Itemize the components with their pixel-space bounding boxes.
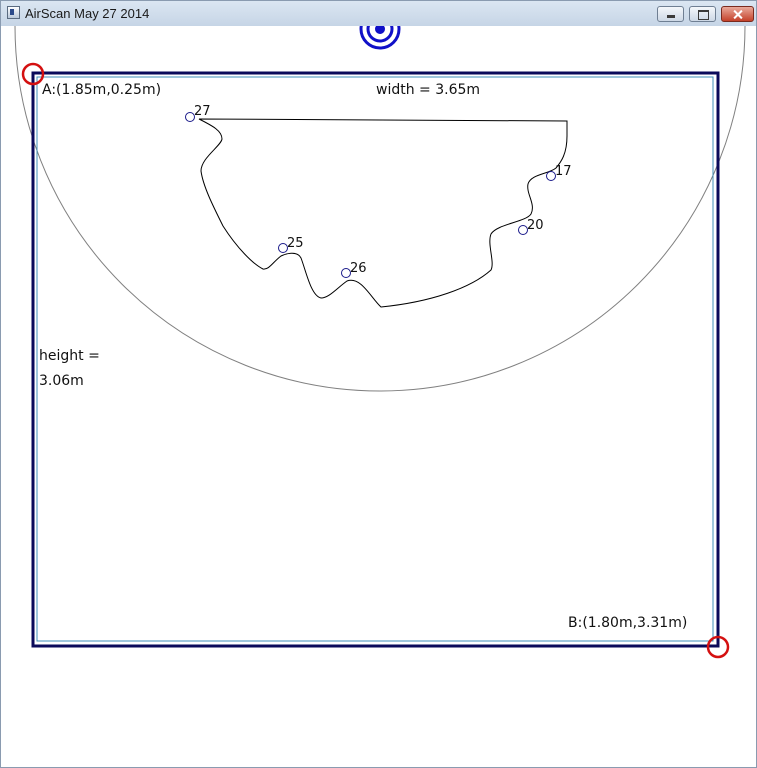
marker-17[interactable] [546,171,556,181]
width-label: width = 3.65m [376,82,481,98]
height-label-line2: 3.06m [39,373,84,389]
minimize-button[interactable] [657,6,684,22]
maximize-button[interactable] [689,6,716,22]
range-arc [14,26,746,392]
sensor-icon [359,26,401,50]
marker-label-26: 26 [350,261,367,276]
marker-26[interactable] [341,268,351,278]
window-title: AirScan May 27 2014 [25,6,150,21]
title-bar[interactable]: AirScan May 27 2014 [1,1,756,26]
app-icon [7,6,20,19]
inner-boundary [36,76,714,642]
corner-b-handle[interactable] [706,635,730,659]
close-button[interactable] [721,6,754,22]
room-rectangle [31,71,720,648]
scan-drawing [14,26,746,659]
corner-a-handle[interactable] [21,62,45,86]
marker-27[interactable] [185,112,195,122]
corner-b-label: B:(1.80m,3.31m) [568,615,688,631]
marker-label-25: 25 [287,236,304,251]
height-label-line1: height = [39,348,100,364]
marker-label-17: 17 [555,164,572,179]
marker-label-27: 27 [194,104,211,119]
scan-path [198,118,568,308]
corner-a-label: A:(1.85m,0.25m) [42,82,162,98]
marker-label-20: 20 [527,218,544,233]
scan-canvas[interactable]: A:(1.85m,0.25m) width = 3.65m height = 3… [1,26,756,767]
marker-20[interactable] [518,225,528,235]
marker-25[interactable] [278,243,288,253]
